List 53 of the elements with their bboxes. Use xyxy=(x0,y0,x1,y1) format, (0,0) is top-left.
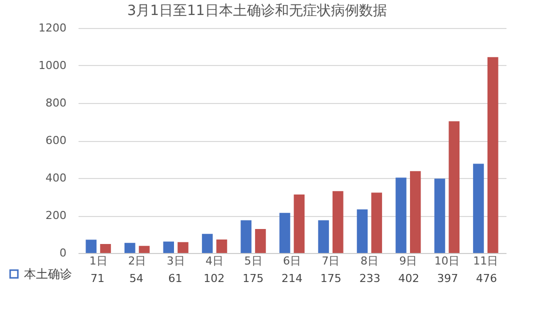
data-label: 61 xyxy=(168,272,182,285)
y-tick-label: 1000 xyxy=(38,59,66,72)
bar xyxy=(410,171,421,253)
data-label: 54 xyxy=(129,272,144,285)
bar xyxy=(356,209,368,253)
x-tick-label: 5日 xyxy=(244,254,262,268)
x-tick-label: 6日 xyxy=(283,254,301,268)
bar xyxy=(255,229,266,253)
data-label: 397 xyxy=(437,272,458,285)
bar xyxy=(396,178,406,253)
bar xyxy=(371,192,382,253)
chart-title: 3月1日至11日本土确诊和无症状病例数据 xyxy=(127,3,387,19)
bar xyxy=(86,240,97,253)
y-tick-label: 400 xyxy=(46,172,66,184)
x-tick-label: 1日 xyxy=(89,254,108,268)
bar xyxy=(332,191,344,253)
bar xyxy=(202,234,213,253)
bar xyxy=(487,57,498,253)
data-label: 402 xyxy=(398,272,420,285)
x-tick-label: 3日 xyxy=(166,254,185,268)
x-tick-label: 8日 xyxy=(360,254,378,268)
bar xyxy=(294,194,305,253)
x-tick-label: 4日 xyxy=(206,254,224,268)
x-tick-label: 9日 xyxy=(399,254,418,268)
bar xyxy=(473,164,484,253)
x-tick-label: 10日 xyxy=(434,254,460,268)
data-label: 175 xyxy=(242,272,264,285)
bar xyxy=(124,242,136,253)
legend-label: 本土确诊 xyxy=(24,267,72,281)
bar xyxy=(216,240,228,253)
y-tick-label: 800 xyxy=(46,96,66,110)
data-label: 175 xyxy=(320,272,342,285)
bar xyxy=(318,220,329,253)
bar xyxy=(178,242,188,253)
x-tick-label: 2日 xyxy=(128,254,146,268)
y-tick-label: 1200 xyxy=(38,22,66,34)
bar xyxy=(279,212,290,253)
bar xyxy=(448,121,460,253)
y-tick-label: 0 xyxy=(60,246,66,260)
data-label: 71 xyxy=(90,272,104,285)
y-tick-label: 600 xyxy=(46,134,66,147)
x-tick-label: 11日 xyxy=(473,254,498,268)
data-label: 214 xyxy=(282,272,302,285)
data-label: 233 xyxy=(359,272,380,285)
bar xyxy=(434,178,446,253)
bar xyxy=(138,246,150,253)
bar xyxy=(240,220,252,253)
bar xyxy=(100,244,111,253)
y-tick-label: 200 xyxy=(46,209,66,222)
bar xyxy=(163,242,174,253)
data-label: 476 xyxy=(476,272,498,285)
x-tick-label: 7日 xyxy=(322,254,340,268)
data-label: 102 xyxy=(204,272,225,285)
